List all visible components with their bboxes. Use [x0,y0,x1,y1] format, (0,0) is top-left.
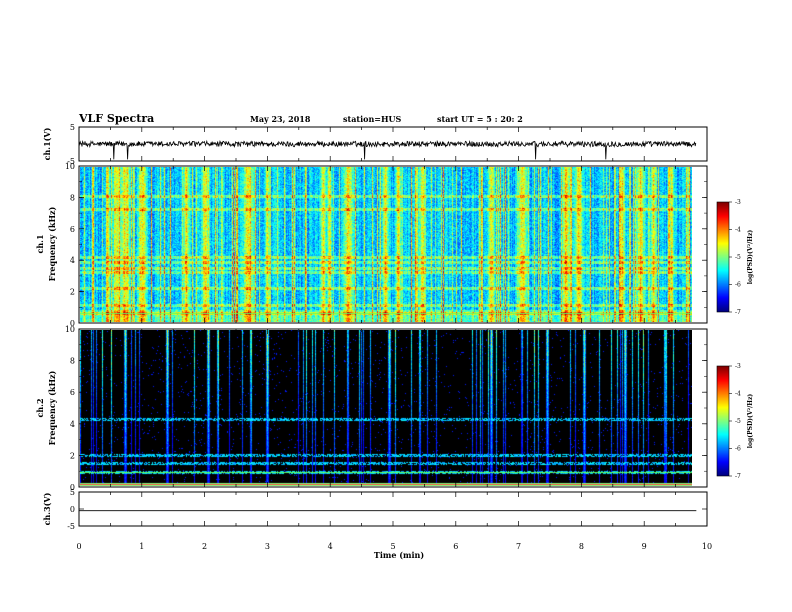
y-tick-label: -5 [67,157,75,166]
x-tick-label: 1 [139,542,144,551]
colorbar-tick-label: -5 [735,254,741,261]
ch2-colorbar [717,366,729,476]
ch1-spectrogram-image [80,167,692,322]
colorbar-tick-label: -7 [735,309,741,316]
x-tick-label: 3 [265,542,270,551]
y-tick-label: 10 [65,325,75,334]
x-tick-label: 6 [453,542,458,551]
y-tick-label: 0 [70,319,75,328]
x-tick-label: 5 [390,542,395,551]
x-axis-label: Time (min) [374,550,424,560]
colorbar-tick-label: -6 [735,446,741,453]
ch2-spectrogram-ylabel-freq: Frequency (kHz) [47,370,57,445]
ch2-colorbar-ticks: -3 -4 -5 -6 -7 [729,363,741,480]
ch3-waveform-frame [78,491,708,527]
ch1-waveform-panel: 5 -5 ch.1(V) [42,123,708,166]
y-tick-label: 4 [70,256,75,265]
x-tick-label: 0 [76,542,81,551]
ch1-colorbar-ticks: -3 -4 -5 -6 -7 [729,199,741,316]
ch1-colorbar-label: log(PSD)(V²/Hz) [747,230,754,285]
colorbar-tick-label: -6 [735,282,741,289]
ch1-waveform-yticks: 5 -5 [67,123,707,166]
colorbar-tick-label: -4 [735,391,741,398]
ch2-spectrogram-image [80,330,692,486]
chart-title: VLF Spectra [78,112,154,125]
ch1-waveform-ylabel: ch.1(V) [42,127,52,160]
ch3-waveform-panel: 5 0 -5 ch.3(V) [42,488,708,531]
y-tick-label: 8 [70,357,75,366]
colorbar-tick-label: -3 [735,199,741,206]
x-axis-ticks [78,127,708,526]
y-tick-label: 6 [70,225,75,234]
ch1-waveform-trace [78,139,697,160]
colorbar-tick-label: -4 [735,227,741,234]
colorbar-tick-label: -5 [735,418,741,425]
x-axis-tick-labels: 0 1 2 3 4 5 6 7 8 9 10 [76,542,712,551]
ch2-colorbar-label: log(PSD)(V²/Hz) [747,394,754,449]
start-time-label: start UT = 5 : 20: 2 [437,114,523,124]
y-tick-label: 2 [70,451,75,460]
y-tick-label: -5 [67,522,75,531]
y-tick-label: 2 [70,288,75,297]
ch1-spectrogram-yticks: 0 2 4 6 8 10 [65,162,707,328]
ch3-waveform-yticks: 5 0 -5 [67,488,707,531]
y-tick-label: 4 [70,420,75,429]
ch1-spectrogram-ylabel-freq: Frequency (kHz) [47,206,57,281]
y-tick-label: 8 [70,193,75,202]
ch2-spectrogram-ylabel-channel: ch.2 [35,398,45,417]
ch1-spectrogram-ylabel-channel: ch.1 [35,234,45,253]
y-tick-label: 6 [70,388,75,397]
y-tick-label: 0 [70,505,75,514]
x-tick-label: 10 [702,542,712,551]
ch3-waveform-ylabel: ch.3(V) [42,492,52,525]
y-tick-label: 5 [70,123,75,132]
x-tick-label: 4 [328,542,333,551]
colorbar-tick-label: -3 [735,363,741,370]
x-tick-label: 9 [642,542,647,551]
y-tick-label: 5 [70,488,75,497]
ch2-spectrogram-yticks: 0 2 4 6 8 10 [65,325,707,492]
y-tick-label: 0 [70,483,75,492]
x-tick-label: 2 [202,542,207,551]
ch1-colorbar [717,202,729,312]
x-tick-label: 7 [516,542,521,551]
station-label: station=HUS [343,114,402,124]
date-label: May 23, 2018 [250,114,311,124]
x-tick-label: 8 [579,542,584,551]
y-tick-label: 10 [65,162,75,171]
colorbar-tick-label: -7 [735,473,741,480]
